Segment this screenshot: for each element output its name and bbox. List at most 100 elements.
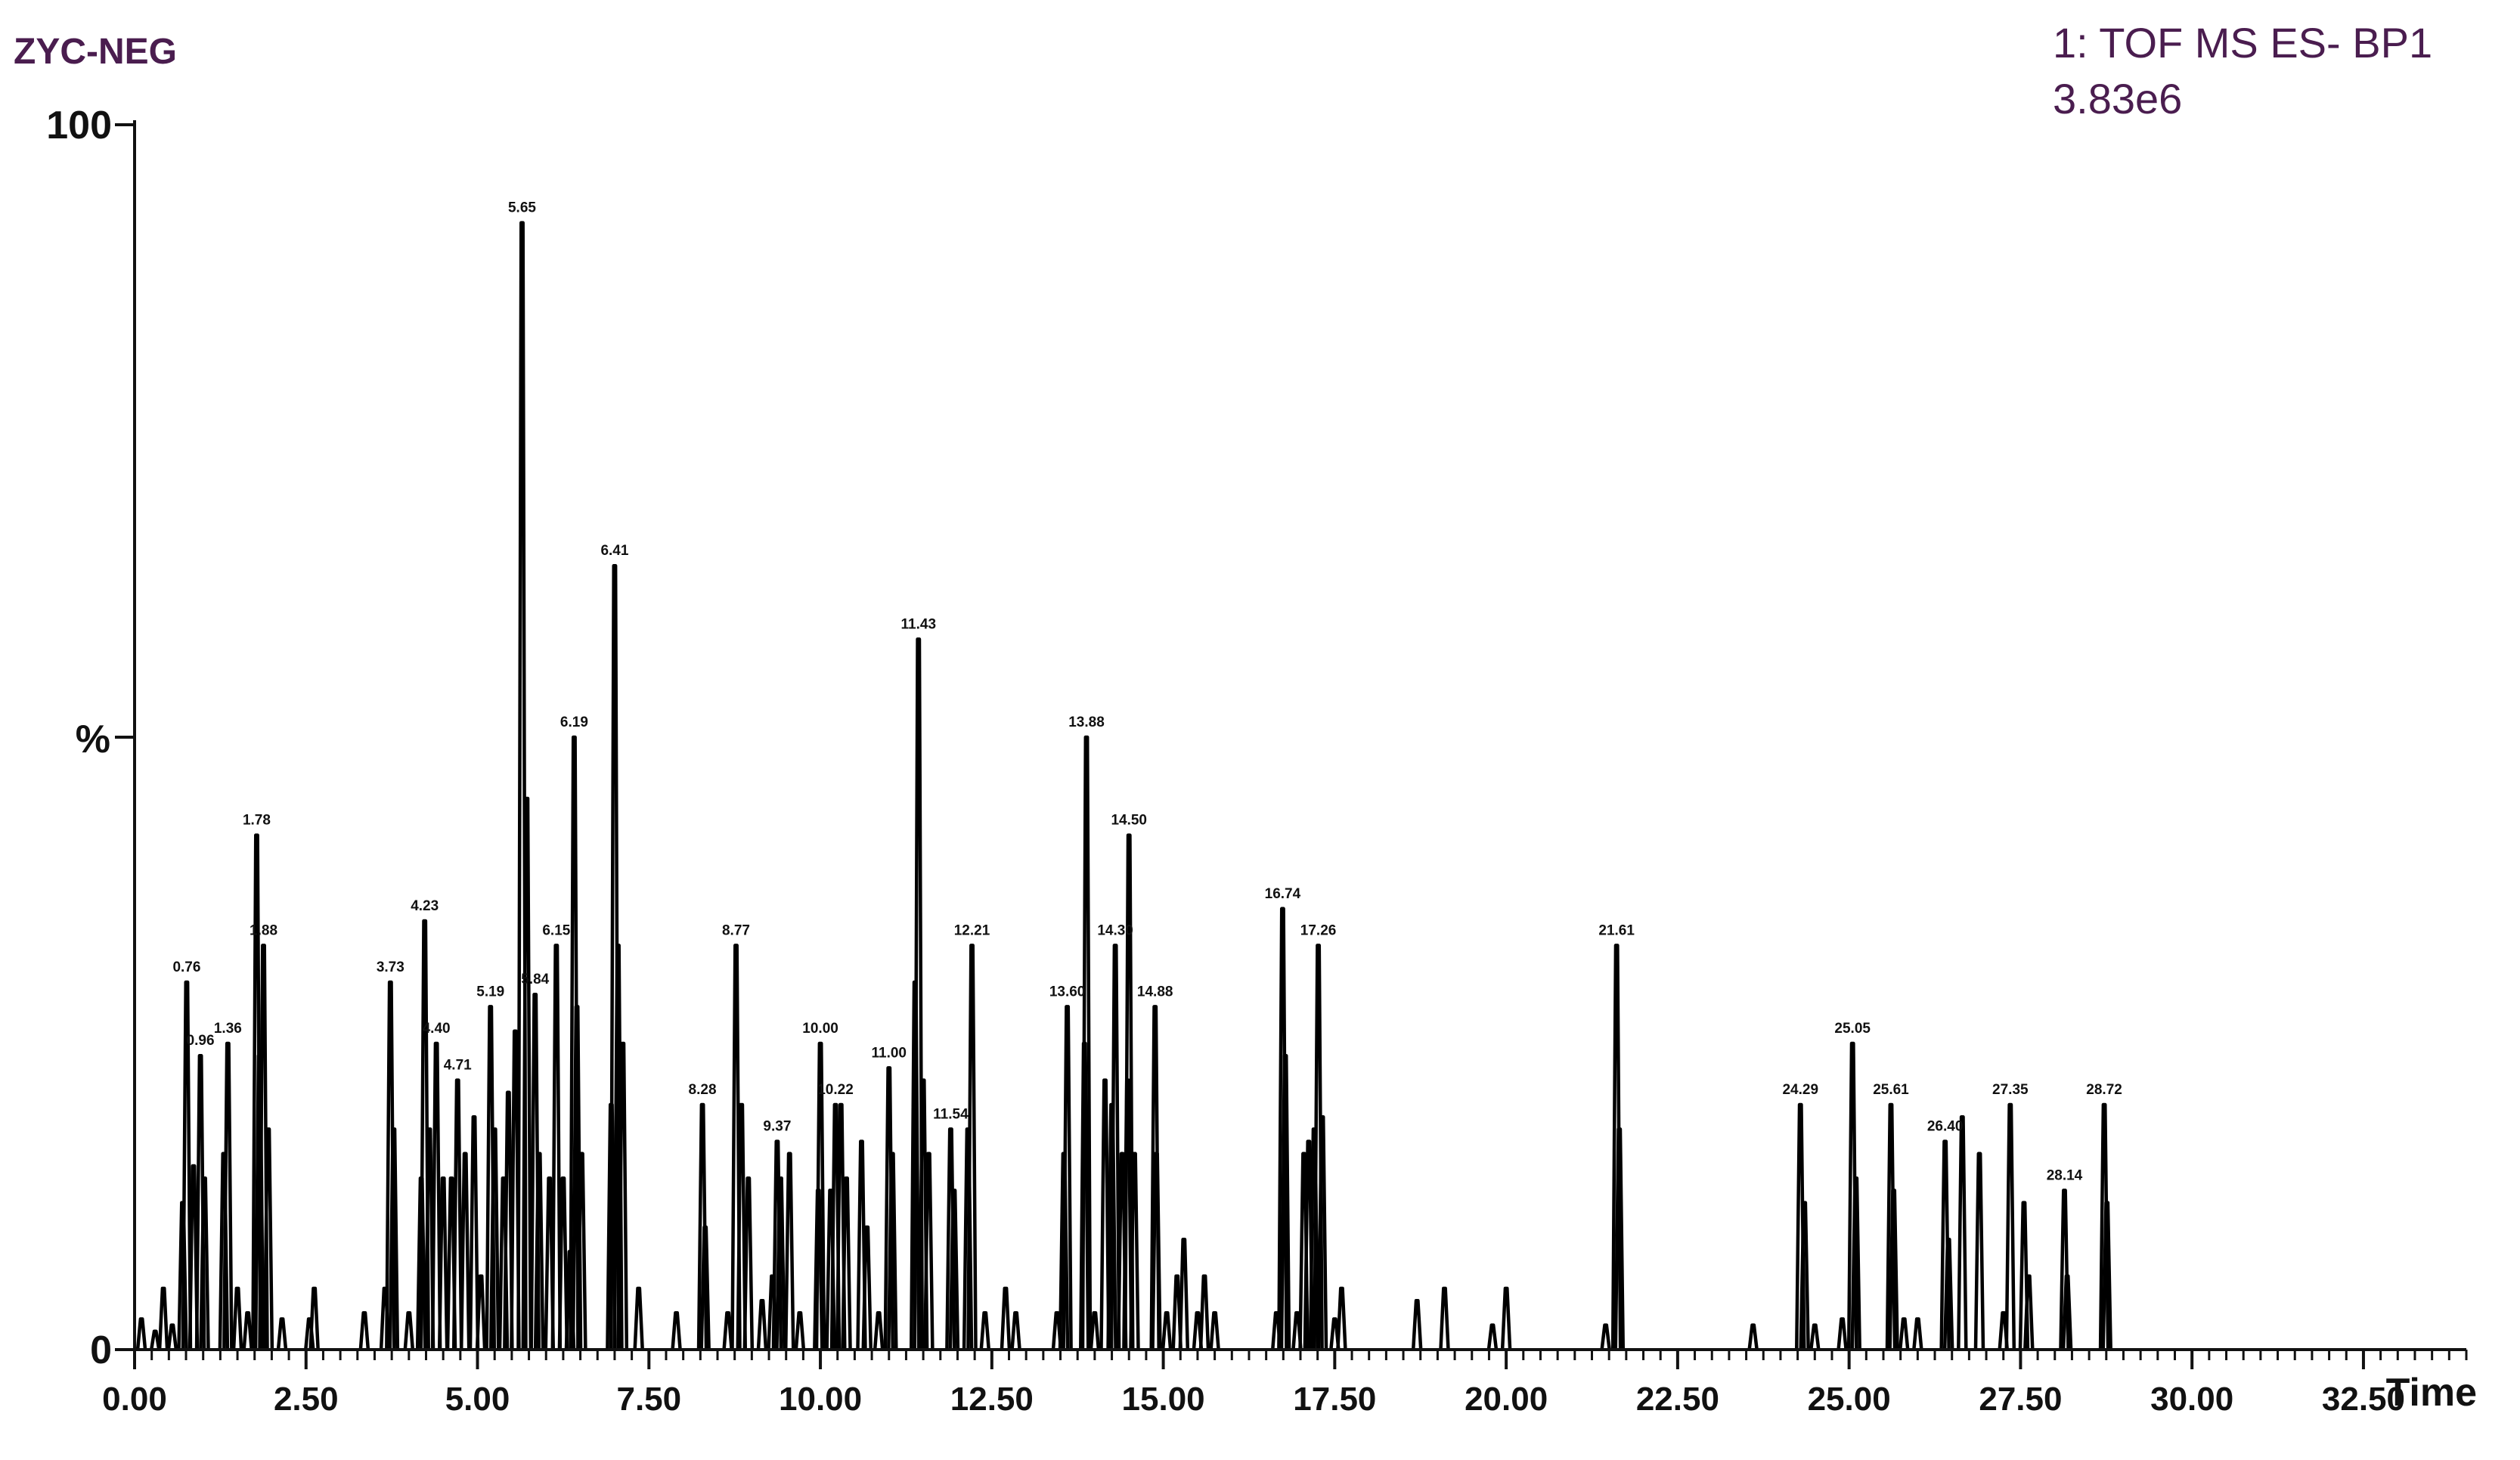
minor-peak-46 (742, 1176, 755, 1350)
x-tick-label: 5.00 (445, 1381, 510, 1418)
peak-label: 4.23 (411, 898, 439, 914)
peak-label: 10.00 (802, 1021, 838, 1037)
minor-peak-21 (423, 1127, 435, 1350)
minor-peak-101 (1809, 1323, 1821, 1350)
peak-label: 6.19 (560, 715, 588, 730)
peak-4.71 (451, 1078, 463, 1350)
peak-label: 5.65 (508, 200, 536, 216)
minor-peak-82 (1198, 1274, 1210, 1350)
minor-peak-63 (948, 1189, 960, 1350)
peak-label: 4.40 (423, 1021, 451, 1037)
minor-peak-70 (1079, 1041, 1090, 1350)
peak-label: 27.35 (1992, 1082, 2029, 1098)
x-tick-label: 20.00 (1465, 1381, 1548, 1418)
minor-peak-90 (1316, 1114, 1328, 1350)
minor-peak-10 (242, 1311, 253, 1350)
minor-peak-109 (1973, 1152, 1985, 1350)
minor-peak-7 (199, 1176, 210, 1350)
peak-4.40 (430, 1041, 442, 1350)
peak-label: 8.77 (722, 922, 750, 938)
minor-peak-96 (1500, 1286, 1512, 1350)
peak-label: 6.15 (542, 922, 570, 938)
axis-ticks: 0.00 2.50 5.00 7.50 10.00 12.50 15.00 17.50 20.0… (46, 104, 2477, 1418)
peak-label: 12.21 (954, 922, 990, 938)
peak-label: 9.37 (763, 1119, 791, 1135)
axes (133, 120, 2466, 1351)
peak-5.65 (516, 221, 528, 1350)
minor-peak-110 (1998, 1311, 2009, 1350)
peak-label: 1.88 (250, 922, 277, 938)
minor-peak-84 (1271, 1311, 1282, 1350)
minor-peak-2 (149, 1329, 161, 1350)
minor-peak-108 (1957, 1114, 1968, 1350)
minor-peak-103 (1850, 1176, 1861, 1350)
minor-peak-4 (166, 1323, 178, 1350)
minor-peak-62 (923, 1152, 935, 1350)
minor-peak-95 (1486, 1323, 1499, 1350)
x-tick-label: 32.50 (2322, 1381, 2405, 1418)
minor-peak-56 (856, 1139, 867, 1350)
minor-peak-66 (1000, 1286, 1012, 1350)
peak-label: 10.22 (817, 1082, 854, 1098)
minor-peak-49 (775, 1176, 786, 1350)
minor-peak-114 (2101, 1201, 2112, 1350)
peak-label: 14.88 (1137, 984, 1173, 1000)
minor-peak-47 (756, 1298, 768, 1350)
minor-peak-80 (1178, 1237, 1190, 1350)
minor-peak-43 (699, 1225, 711, 1350)
y-tick-label: 100 (46, 104, 112, 147)
minor-peak-30 (510, 1029, 521, 1350)
x-tick-label: 30.00 (2150, 1381, 2233, 1418)
minor-peak-57 (861, 1225, 873, 1350)
minor-peak-67 (1010, 1311, 1021, 1350)
x-tick-label: 2.50 (274, 1381, 339, 1418)
peak-27.35 (2004, 1102, 2016, 1350)
minor-peak-112 (2023, 1274, 2035, 1350)
minor-peak-16 (358, 1311, 370, 1350)
minor-peak-51 (794, 1311, 806, 1350)
minor-peak-8 (218, 1152, 230, 1350)
peak-label: 11.00 (872, 1045, 907, 1061)
peak-label: 28.72 (2086, 1082, 2122, 1098)
minor-peak-27 (488, 1127, 501, 1350)
x-tick-label: 22.50 (1636, 1381, 1719, 1418)
minor-peak-113 (2061, 1274, 2073, 1350)
minor-peak-23 (445, 1176, 457, 1350)
minor-peak-76 (1129, 1152, 1140, 1350)
minor-peak-98 (1613, 1127, 1626, 1350)
ms-function-label: 1: TOF MS ES- BP1 (2053, 19, 2432, 67)
minor-peak-1 (135, 1317, 147, 1350)
minor-peak-59 (887, 1152, 898, 1350)
minor-peak-89 (1308, 1127, 1320, 1350)
minor-peak-9 (231, 1286, 243, 1350)
minor-peak-15 (308, 1286, 320, 1350)
minor-peak-102 (1837, 1317, 1848, 1350)
peak-label: 3.73 (377, 959, 405, 975)
minor-peak-32 (533, 1152, 545, 1350)
minor-peak-100 (1799, 1201, 1810, 1350)
minor-peak-97 (1600, 1323, 1611, 1350)
peak-label: 11.43 (901, 616, 937, 632)
peak-label: 0.96 (187, 1033, 215, 1049)
peak-label: 4.71 (444, 1058, 472, 1074)
y-axis-label: % (76, 718, 110, 761)
x-tick-label: 12.50 (950, 1381, 1034, 1418)
peak-28.14 (2059, 1189, 2070, 1350)
minor-peak-31 (521, 796, 533, 1350)
minor-peak-42 (671, 1311, 682, 1350)
peak-labels: 0.76 0.961.36 1.78 1.88 3.73 4.23 4.40 4.71 5.19… (172, 200, 2122, 1184)
peak-label: 24.29 (1782, 1082, 1818, 1098)
minor-peak-6 (188, 1164, 200, 1350)
minor-peak-33 (544, 1176, 556, 1350)
minor-peak-41 (633, 1286, 644, 1350)
minor-peak-18 (388, 1127, 400, 1350)
minor-peak-92 (1336, 1286, 1347, 1350)
minor-peak-40 (617, 1041, 629, 1350)
peak-label: 0.76 (172, 959, 200, 975)
minor-peak-53 (825, 1189, 836, 1350)
minor-peak-13 (276, 1317, 288, 1350)
peak-label: 26.40 (1927, 1119, 1964, 1135)
minor-peak-3 (157, 1286, 169, 1350)
peak-label: 16.74 (1265, 886, 1301, 902)
